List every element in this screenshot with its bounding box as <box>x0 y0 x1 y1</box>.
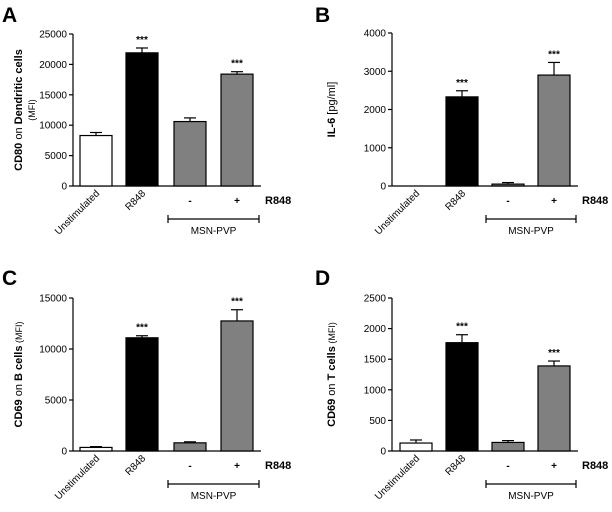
panel-d-ytick-label: 500 <box>369 416 386 427</box>
panel-a-xlabel-2: R848 <box>123 188 148 213</box>
panel-b-xlabel-4: + <box>551 196 557 207</box>
panel-b-ytick-label: 1000 <box>364 143 387 154</box>
panel-d-xlabel-3: - <box>506 461 509 472</box>
panel-a-bar-2 <box>125 52 159 187</box>
panel-d-bar-3 <box>491 441 525 452</box>
panel-b: B 0 1000 2000 3000 4000 IL-6 [pg/ml] Unstimulat… <box>315 4 608 237</box>
panel-a-group-label: MSN-PVP <box>191 226 237 237</box>
panel-c: C 0 5000 10000 15000 CD69 on B cells (MFI) Uns… <box>2 267 291 502</box>
panel-b-bar-3 <box>491 183 525 187</box>
panel-a-ytick-label: 15000 <box>39 90 67 101</box>
panel-d-ytick-label: 1500 <box>364 355 387 366</box>
panel-a-xlabel-4: + <box>234 196 240 207</box>
panel-c-bar-3 <box>173 442 207 452</box>
panel-c-group-label: MSN-PVP <box>191 491 237 502</box>
panel-b-ytick-label: 3000 <box>364 67 387 78</box>
panel-c-xlabel-3: - <box>188 461 191 472</box>
panel-a-bar-3 <box>173 120 207 187</box>
panel-d-group-label: MSN-PVP <box>508 491 554 502</box>
panel-a-significance-2: *** <box>136 35 148 46</box>
panel-b-ytick-label: 0 <box>380 182 386 193</box>
panel-b-significance-2: *** <box>456 78 468 89</box>
panel-b-bar-2 <box>445 96 479 187</box>
panel-c-xlabel-1: Unstimulated <box>53 453 102 502</box>
panel-a-significance-4: *** <box>231 59 243 70</box>
panel-a-ytick-label: 20000 <box>39 60 67 71</box>
panel-a-bar-4 <box>220 73 254 187</box>
panel-c-r848-marker: R848 <box>265 460 291 472</box>
panel-d-ytick-label: 2500 <box>364 294 387 305</box>
panel-d-significance-2: *** <box>456 322 468 333</box>
panel-a-ytick-label: 5000 <box>45 151 68 162</box>
panel-a-ytick-label: 10000 <box>39 121 67 132</box>
panel-d-ylabel: CD69 on T cells (MFI) <box>326 322 338 427</box>
panel-d-ytick-label: 0 <box>380 447 386 458</box>
panel-a-xlabel-3: - <box>188 196 191 207</box>
panel-c-ytick-label: 0 <box>61 447 67 458</box>
panel-d-xlabel-2: R848 <box>443 453 468 478</box>
panel-d-xlabel-4: + <box>551 461 557 472</box>
panel-c-letter: C <box>2 267 17 290</box>
panel-a-xlabel-1: Unstimulated <box>53 188 102 237</box>
panel-c-ytick-label: 15000 <box>39 294 67 305</box>
panel-d-bar-1 <box>399 442 433 452</box>
panel-b-xlabel-2: R848 <box>443 188 468 213</box>
panel-b-ylabel: IL-6 [pg/ml] <box>326 82 338 138</box>
panel-c-xlabel-4: + <box>234 461 240 472</box>
panel-c-ylabel: CD69 on B cells (MFI) <box>13 322 25 428</box>
panel-c-ytick-label: 5000 <box>45 396 68 407</box>
panel-d-r848-marker: R848 <box>582 460 608 472</box>
panel-b-r848-marker: R848 <box>582 195 608 207</box>
panel-c-bar-4 <box>220 320 254 452</box>
panel-c-bar-1 <box>79 446 113 452</box>
panel-b-ytick-label: 2000 <box>364 105 387 116</box>
panel-a-ytick-label: 0 <box>61 182 67 193</box>
panel-d-bar-4 <box>537 365 571 452</box>
panel-c-xlabel-2: R848 <box>123 453 148 478</box>
panel-d-bar-2 <box>445 342 479 452</box>
panel-d-significance-4: *** <box>548 348 560 359</box>
panel-c-significance-2: *** <box>136 323 148 334</box>
panel-a-bar-1 <box>79 134 113 187</box>
panel-a: A 0 5000 10000 15000 20000 25000 CD80 on Dendri… <box>2 4 291 237</box>
panel-d-ytick-label: 1000 <box>364 385 387 396</box>
panel-b-group-label: MSN-PVP <box>508 226 554 237</box>
panel-a-ylabel: CD80 on Dendritic cells <box>13 49 25 171</box>
panel-b-letter: B <box>315 4 330 27</box>
panel-b-xlabel-3: - <box>506 196 509 207</box>
panel-b-significance-4: *** <box>548 49 560 60</box>
panel-d-ytick-label: 2000 <box>364 324 387 335</box>
panel-a-ylabel-sub: (MFI) <box>27 99 37 121</box>
panel-d: D 0 500 1000 1500 2000 2500 CD69 on T cells (MF… <box>315 267 608 502</box>
panel-a-letter: A <box>2 4 17 27</box>
panel-d-letter: D <box>315 267 330 290</box>
panel-b-ytick-label: 4000 <box>364 29 387 40</box>
panel-a-ytick-label: 25000 <box>39 30 67 41</box>
panel-c-ytick-label: 10000 <box>39 345 67 356</box>
panel-b-bar-4 <box>537 74 571 187</box>
panel-d-xlabel-1: Unstimulated <box>373 453 422 502</box>
panel-a-r848-marker: R848 <box>265 195 291 207</box>
panel-c-bar-2 <box>125 337 159 452</box>
panel-c-significance-4: *** <box>231 297 243 308</box>
panel-b-xlabel-1: Unstimulated <box>373 188 422 237</box>
